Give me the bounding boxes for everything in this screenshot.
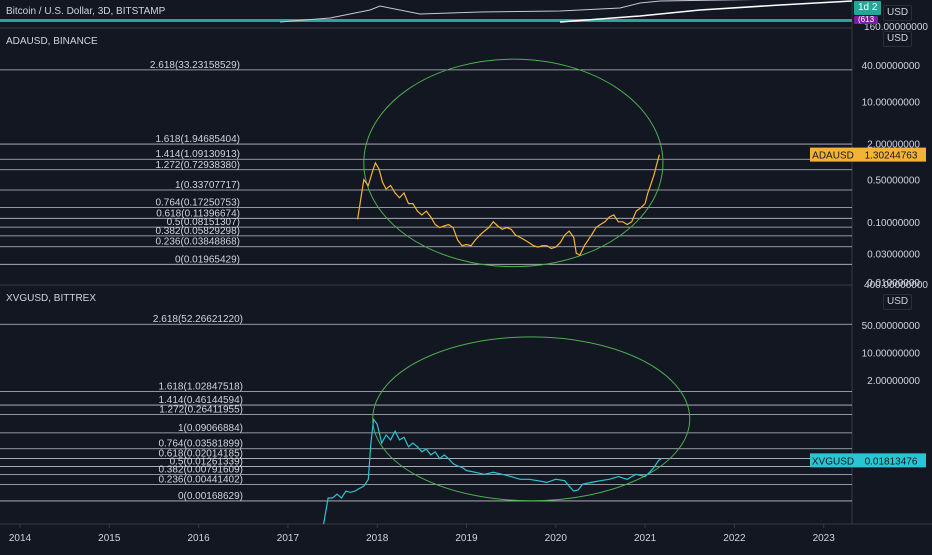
ada-fib-label: 1(0.33707717) — [175, 180, 240, 191]
xvg-fib-label: 1.618(1.02847518) — [158, 381, 243, 392]
ada-ellipse[interactable] — [363, 58, 664, 268]
xvg-last-price-tag: XVGUSD 0.01813476 — [810, 453, 926, 468]
ada-fib-label: 0.382(0.05829298) — [155, 226, 240, 237]
currency-button-top[interactable]: USD — [883, 5, 913, 21]
btc-line — [279, 0, 757, 23]
xvg-fib-label: 1.414(0.46144594) — [158, 395, 243, 406]
btc-trendline — [559, 0, 853, 23]
ada-pane-title: ADAUSD, BINANCE — [6, 36, 98, 47]
top-price-tag: 1d 2 — [854, 1, 882, 15]
xvg-pane-title: XVGUSD, BITTREX — [6, 293, 96, 304]
top-price-tag-sub: (613 — [854, 16, 879, 24]
xvg-y-tick-label: 10.00000000 — [862, 349, 921, 360]
ada-fib-label: 1.618(1.94685404) — [155, 134, 240, 145]
ada-fib-label: 1.272(0.72938380) — [155, 160, 240, 171]
x-tick-label: 2018 — [366, 533, 389, 544]
x-tick-label: 2015 — [98, 533, 121, 544]
ada-fib-label: 0(0.01965429) — [175, 254, 240, 265]
ada-y-tick-label: 0.50000000 — [867, 176, 920, 187]
ada-fib-label: 2.618(33.23158529) — [150, 60, 240, 71]
ada-y-top-label: 160.00000000 — [864, 22, 928, 33]
btc-pane-title: Bitcoin / U.S. Dollar, 3D, BITSTAMP — [6, 6, 166, 17]
xvg-fib-label: 0.382(0.00791609) — [158, 465, 243, 476]
currency-button-xvg[interactable]: USD — [883, 294, 913, 310]
xvg-y-top-label: 400.00000000 — [864, 280, 928, 291]
ada-y-tick-label: 40.00000000 — [862, 61, 921, 72]
xvg-fib-label: 0.618(0.02014185) — [158, 449, 243, 460]
xvg-fib-label: 0.764(0.03581899) — [158, 439, 243, 450]
x-tick-label: 2020 — [545, 533, 568, 544]
ada-fib-label: 0.764(0.17250753) — [155, 197, 240, 208]
currency-button-ada[interactable]: USD — [883, 31, 913, 47]
xvg-fib-label: 1(0.09066884) — [178, 423, 243, 434]
xvg-ellipse[interactable] — [372, 336, 691, 502]
ada-fib-label: 0.236(0.03848868) — [155, 237, 240, 248]
xvg-y-tick-label: 2.00000000 — [867, 376, 920, 387]
svg-text:ADAUSD: ADAUSD — [812, 151, 854, 162]
btc-band — [0, 19, 852, 22]
xvg-y-tick-label: 50.00000000 — [862, 321, 921, 332]
xvg-fib-label: 0(0.00168629) — [178, 491, 243, 502]
xvg-fib-label: 0.5(0.01261339) — [170, 457, 243, 468]
ada-y-tick-label: 0.03000000 — [867, 249, 920, 260]
ada-y-tick-label: 2.00000000 — [867, 139, 920, 150]
ada-y-tick-label: 0.10000000 — [867, 218, 920, 229]
xvg-fib-label: 1.272(0.26411955) — [159, 405, 243, 416]
xvg-fib-label: 2.618(52.26621220) — [153, 314, 243, 325]
ada-last-price-tag: ADAUSD 1.30244763 — [810, 147, 926, 162]
xvg-fib-label: 0.236(0.00441402) — [158, 475, 243, 486]
ada-fib-label: 0.618(0.11396674) — [156, 208, 240, 219]
ada-y-tick-label: 10.00000000 — [862, 97, 921, 108]
x-tick-label: 2016 — [187, 533, 210, 544]
x-tick-label: 2021 — [634, 533, 657, 544]
ada-price-line — [357, 154, 660, 256]
x-tick-label: 2019 — [455, 533, 478, 544]
svg-text:1.30244763: 1.30244763 — [865, 151, 918, 162]
x-tick-label: 2022 — [723, 533, 746, 544]
ada-fib-label: 1.414(1.09130913) — [155, 149, 240, 160]
xvg-price-line — [323, 417, 662, 525]
x-tick-label: 2017 — [277, 533, 300, 544]
ada-fib-label: 0.5(0.08151307) — [167, 217, 240, 228]
svg-text:0.01813476: 0.01813476 — [865, 456, 918, 467]
x-tick-label: 2014 — [9, 533, 32, 544]
ada-y-tick-label: 0.01000000 — [867, 278, 920, 289]
svg-text:XVGUSD: XVGUSD — [812, 456, 854, 467]
x-tick-label: 2023 — [813, 533, 836, 544]
